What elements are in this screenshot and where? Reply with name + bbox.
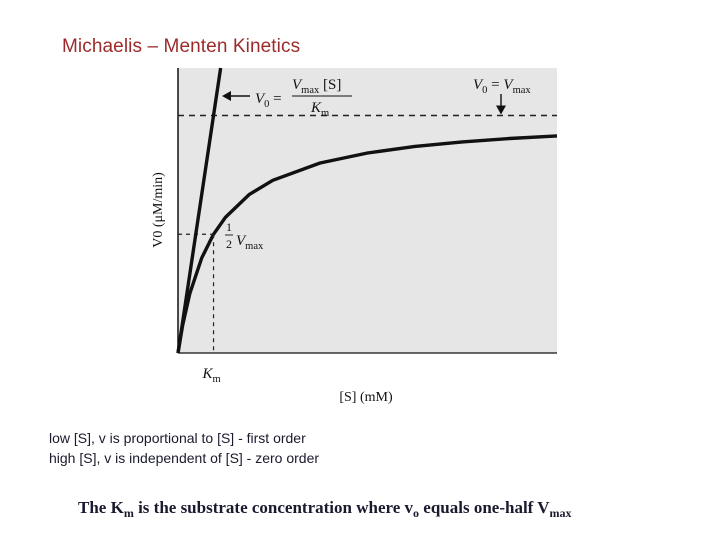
half-vmax-denominator: 2 [226, 237, 232, 251]
notes: low [S], v is proportional to [S] - firs… [49, 428, 319, 468]
initial-rate-lhs: V0 = [255, 91, 282, 110]
km-definition-sub3: max [549, 506, 572, 520]
km-tick-label: Km [201, 366, 220, 385]
y-axis-title: V0 (μM/min) [151, 172, 166, 248]
hyperbola-curve [176, 134, 558, 354]
michaelis-menten-chart: V0 = Vmax [S] Km V0 = Vmax 1 2 Vmax Km [S] (mM) V… [151, 67, 558, 405]
initial-slope-line [176, 67, 223, 354]
note-first-order: low [S], v is proportional to [S] - firs… [49, 430, 306, 446]
initial-rate-arrowhead [222, 91, 231, 101]
km-definition-sub2: o [413, 506, 420, 520]
km-definition-part2: is the substrate concentration where v [133, 498, 414, 517]
km-definition: The Km is the substrate concentration wh… [78, 498, 572, 521]
max-rate-label: V0 = Vmax [473, 77, 531, 96]
initial-rate-denominator: Km [310, 100, 329, 119]
max-rate-arrowhead [496, 105, 506, 115]
x-axis-title: [S] (mM) [339, 390, 393, 405]
half-vmax-numerator: 1 [226, 220, 232, 234]
note-zero-order: high [S], v is independent of [S] - zero… [49, 450, 320, 466]
km-definition-part1: The K [78, 498, 124, 517]
initial-rate-numerator: Vmax [S] [292, 77, 341, 96]
half-vmax-label: Vmax [236, 233, 264, 252]
slide-title: Michaelis – Menten Kinetics [62, 36, 301, 57]
km-definition-part3: equals one-half V [419, 498, 550, 517]
km-definition-sub1: m [123, 506, 134, 520]
